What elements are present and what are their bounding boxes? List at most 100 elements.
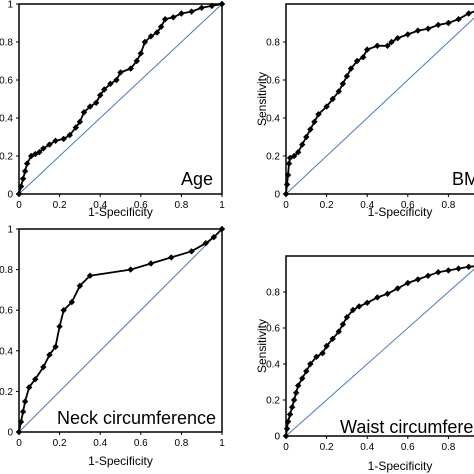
x-tick-label: 0.4 xyxy=(360,442,374,453)
roc-point xyxy=(343,73,351,80)
roc-panel-1: 0 0.2 0.4 0.6 0.8 1 0 0.2 0.4 0.6 0.8 1 1-Specificit… xyxy=(0,0,225,219)
roc-point xyxy=(329,95,336,103)
roc-point xyxy=(284,171,292,179)
roc-point xyxy=(435,21,442,29)
y-tick-label: 0.4 xyxy=(0,346,13,357)
roc-point xyxy=(359,54,367,61)
roc-point xyxy=(384,42,391,49)
roc-point xyxy=(282,190,290,198)
roc-point xyxy=(178,10,185,17)
x-axis-label: 1-Specificity xyxy=(88,205,153,219)
y-tick-label: 0.8 xyxy=(0,265,13,276)
roc-point xyxy=(40,363,47,371)
roc-point xyxy=(208,2,216,10)
roc-point xyxy=(284,418,292,425)
roc-point xyxy=(15,190,23,198)
y-tick-label: 0.8 xyxy=(266,288,280,299)
roc-point xyxy=(323,342,330,350)
roc-point xyxy=(384,290,391,297)
roc-point xyxy=(40,145,47,152)
roc-point xyxy=(290,396,298,404)
roc-point xyxy=(307,126,314,133)
roc-point xyxy=(72,124,80,131)
roc-point xyxy=(455,16,462,23)
x-tick-label: 0 xyxy=(16,200,22,211)
roc-point xyxy=(355,303,363,310)
roc-point xyxy=(157,23,165,30)
roc-point xyxy=(161,16,169,23)
roc-point xyxy=(288,404,296,411)
roc-point xyxy=(76,282,84,290)
roc-point xyxy=(435,269,442,276)
roc-point xyxy=(52,137,59,144)
x-tick-label: 1 xyxy=(219,438,225,449)
x-axis-label: 1-Specificity xyxy=(368,459,433,473)
roc-curve-line xyxy=(285,10,474,195)
plot-frame xyxy=(285,255,474,437)
roc-point xyxy=(21,398,29,405)
roc-point xyxy=(315,111,322,118)
reference-line xyxy=(285,17,474,195)
roc-point xyxy=(17,418,25,426)
roc-point xyxy=(329,335,336,342)
roc-point xyxy=(455,265,462,272)
y-tick-label: 0.6 xyxy=(266,76,280,87)
x-tick-label: 0.4 xyxy=(360,200,374,211)
plot-frame xyxy=(18,3,223,195)
roc-point xyxy=(202,240,209,247)
roc-point xyxy=(60,135,67,143)
roc-point xyxy=(127,65,134,72)
reference-line xyxy=(18,3,223,195)
roc-point xyxy=(292,389,300,396)
roc-point xyxy=(113,76,120,84)
roc-point xyxy=(286,411,294,418)
roc-point xyxy=(97,92,104,99)
roc-point xyxy=(21,168,29,175)
roc-point xyxy=(404,279,411,287)
x-tick-label: 0.6 xyxy=(134,438,148,449)
roc-point xyxy=(282,432,290,440)
roc-point xyxy=(465,263,472,270)
roc-point xyxy=(168,254,175,261)
roc-point xyxy=(335,88,342,95)
x-tick-label: 0.2 xyxy=(320,442,334,453)
y-tick-label: 1 xyxy=(7,0,13,11)
roc-point xyxy=(210,233,218,241)
roc-point xyxy=(86,272,94,279)
roc-point xyxy=(285,160,293,167)
roc-point xyxy=(23,160,31,167)
y-tick-label: 0.2 xyxy=(0,152,13,163)
roc-point xyxy=(60,307,67,314)
y-tick-label: 0 xyxy=(7,428,13,439)
roc-point xyxy=(92,99,100,106)
roc-point xyxy=(127,266,134,273)
x-tick-label: 1 xyxy=(219,200,225,211)
roc-point xyxy=(339,80,347,87)
roc-panel-2: 0 0.2 0.4 0.6 0.8 0 0.2 0.4 0.6 0.8 1-Specificity S… xyxy=(255,3,474,219)
y-tick-label: 0.4 xyxy=(266,114,280,125)
roc-point xyxy=(141,38,149,46)
roc-point xyxy=(36,149,43,156)
roc-point xyxy=(347,65,355,72)
roc-point xyxy=(313,353,320,360)
x-tick-label: 0.8 xyxy=(174,438,188,449)
roc-point xyxy=(414,27,422,34)
reference-line xyxy=(285,268,474,437)
roc-panel-3: 0 0.2 0.4 0.6 0.8 1 0 0.2 0.4 0.6 0.8 1 1-Specificit… xyxy=(0,225,225,469)
roc-point xyxy=(404,31,411,38)
roc-point xyxy=(107,80,114,87)
roc-point xyxy=(374,294,381,301)
panel-title: Waist circumference xyxy=(340,417,474,437)
x-tick-label: 0.2 xyxy=(53,200,67,211)
roc-point xyxy=(80,109,88,116)
roc-point xyxy=(307,360,314,368)
panel-title: Neck circumference xyxy=(57,408,216,428)
roc-point xyxy=(68,298,75,306)
roc-point xyxy=(46,351,53,359)
roc-point xyxy=(19,175,27,182)
roc-point xyxy=(394,285,401,292)
roc-point xyxy=(52,343,59,350)
roc-point xyxy=(133,57,140,65)
y-tick-label: 0.2 xyxy=(266,152,280,163)
roc-point xyxy=(117,69,124,76)
